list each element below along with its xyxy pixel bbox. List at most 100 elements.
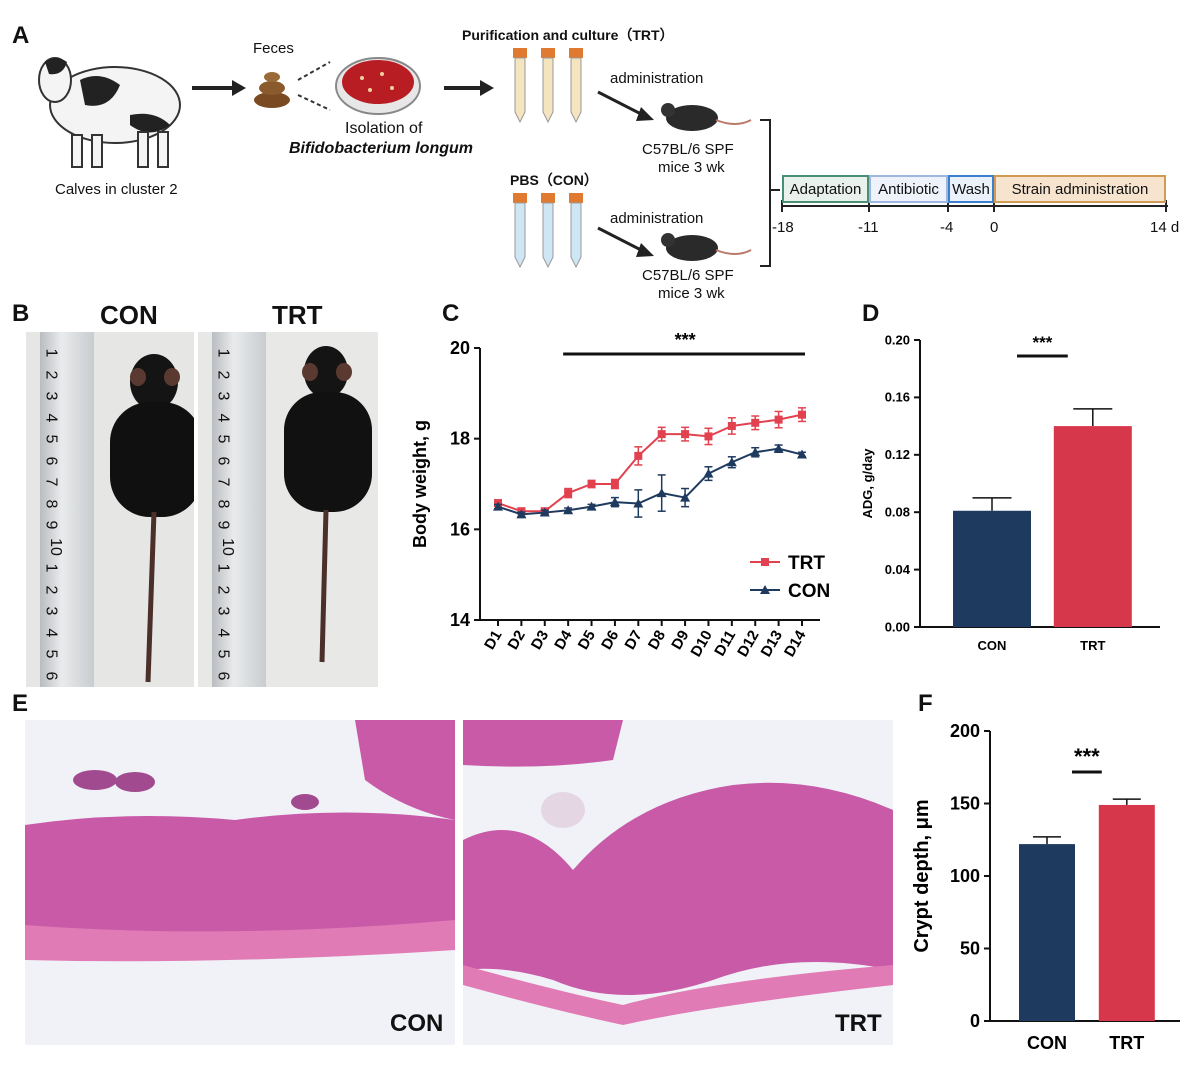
y-tick-label: 14 (450, 610, 470, 630)
petri-dish-icon (335, 57, 421, 115)
purification-label: Purification and culture（TRT） (462, 27, 674, 43)
mouse-bottom-icon (661, 233, 752, 261)
data-point-con (773, 443, 784, 453)
mice-top-label-2: mice 3 wk (658, 159, 725, 176)
y-tick-label: 16 (450, 519, 470, 539)
timeline-phase-wash: Wash (948, 175, 994, 203)
data-point-trt (727, 421, 736, 430)
x-tick-label: D3 (528, 628, 552, 653)
x-tick-label: D4 (551, 627, 576, 653)
x-tick-label: CON (978, 638, 1007, 653)
feces-label: Feces (253, 40, 294, 57)
timeline-phase-antibiotic: Antibiotic (869, 175, 948, 203)
data-point-con (586, 501, 597, 511)
panel-label-a: A (12, 22, 30, 49)
histology-con-label: CON (390, 1010, 444, 1037)
mouse-trt-image (284, 346, 372, 663)
panel-b-con-title: CON (100, 300, 158, 330)
y-tick-label: 0.16 (885, 390, 910, 405)
panel-label-d: D (862, 300, 880, 327)
timeline-tick: 0 (990, 219, 999, 236)
data-point-trt (634, 451, 643, 460)
data-point-trt (681, 430, 690, 439)
y-tick-label: 0.20 (885, 332, 910, 347)
panel-a-schematic (38, 48, 1168, 269)
panel-b-trt-title: TRT (272, 300, 323, 330)
data-point-con (539, 507, 550, 517)
mice-top-label-1: C57BL/6 SPF (642, 141, 734, 158)
panel-label-e: E (12, 690, 29, 717)
y-tick-label: 18 (450, 429, 470, 449)
y-tick-label: 0.08 (885, 505, 910, 520)
panel-label-c: C (442, 300, 460, 327)
y-axis-label: Body weight, g (410, 420, 430, 548)
panel-label-f: F (918, 690, 933, 717)
legend-marker (760, 585, 770, 594)
calves-label: Calves in cluster 2 (55, 181, 178, 198)
significance-label: *** (1032, 333, 1052, 352)
x-tick-label: TRT (1080, 638, 1105, 653)
administration-top-label: administration (610, 70, 704, 87)
y-tick-label: 100 (950, 866, 980, 886)
timeline-tick: -18 (772, 219, 794, 236)
y-axis-label: ADG, g/day (860, 448, 875, 519)
significance-label: *** (675, 330, 696, 350)
series-line-con (497, 447, 803, 516)
data-point-con (680, 492, 691, 502)
data-point-trt (657, 430, 666, 439)
x-tick-label: CON (1027, 1033, 1067, 1053)
mouse-top-icon (661, 103, 752, 131)
x-tick-label: D1 (481, 628, 505, 653)
data-point-con (726, 457, 737, 467)
bar-con (1019, 844, 1075, 1021)
x-tick-label: TRT (1109, 1033, 1144, 1053)
histology-trt-image: TRT (463, 720, 893, 1045)
y-tick-label: 0 (970, 1011, 980, 1031)
x-tick-label: D8 (645, 628, 669, 653)
data-point-trt (751, 418, 760, 427)
mice-bottom-label-1: C57BL/6 SPF (642, 267, 734, 284)
data-point-trt (704, 432, 713, 441)
adg-bar-chart: 0.00 0.04 0.08 0.12 0.16 0.20 ADG, g/day CON TRT… (860, 332, 1160, 653)
data-point-con (609, 497, 620, 507)
data-point-con (516, 509, 527, 519)
mouse-con-image (110, 354, 194, 683)
data-point-con (656, 488, 667, 498)
y-tick-label: 20 (450, 338, 470, 358)
pbs-label: PBS（CON） (510, 172, 598, 188)
x-tick-label: D11 (711, 628, 739, 660)
data-point-trt (774, 415, 783, 424)
y-tick-label: 0.04 (885, 562, 911, 577)
bacterium-name: Bifidobacterium longum (289, 140, 473, 157)
histology-trt-label: TRT (835, 1010, 882, 1037)
y-tick-label: 0.12 (885, 447, 910, 462)
culture-tubes-con-icon (513, 193, 583, 269)
y-tick-label: 0.00 (885, 619, 910, 634)
crypt-depth-bar-chart: 0 50 100 150 200 Crypt depth, μm CON TRT *** (911, 721, 1180, 1053)
significance-label: *** (1074, 744, 1100, 769)
data-point-trt (587, 480, 596, 488)
administration-bottom-label: administration (610, 210, 704, 227)
data-point-con (797, 449, 807, 459)
x-tick-label: D7 (621, 628, 645, 653)
y-tick-label: 150 (950, 794, 980, 814)
x-tick-label: D13 (758, 628, 786, 660)
ruler-trt: 1 2 3 4 5 6 7 8 9 10 1 2 3 4 5 6 (212, 332, 266, 687)
bar-trt (1098, 804, 1155, 1021)
y-axis-label: Crypt depth, μm (911, 799, 933, 952)
legend-marker (761, 558, 769, 566)
x-tick-label: D6 (598, 628, 622, 653)
timeline-tick: -11 (858, 219, 879, 236)
data-point-con (563, 505, 574, 515)
bar-con (953, 510, 1031, 627)
bar-trt (1053, 426, 1132, 627)
y-tick-label: 200 (950, 721, 980, 741)
feces-icon (254, 72, 290, 108)
x-tick-label: D10 (687, 628, 715, 660)
data-point-con (493, 501, 503, 511)
data-point-trt (610, 480, 619, 488)
timeline-phase-strain: Strain administration (994, 175, 1166, 203)
data-point-con (703, 468, 714, 478)
isolation-label: Isolation of (345, 120, 423, 137)
